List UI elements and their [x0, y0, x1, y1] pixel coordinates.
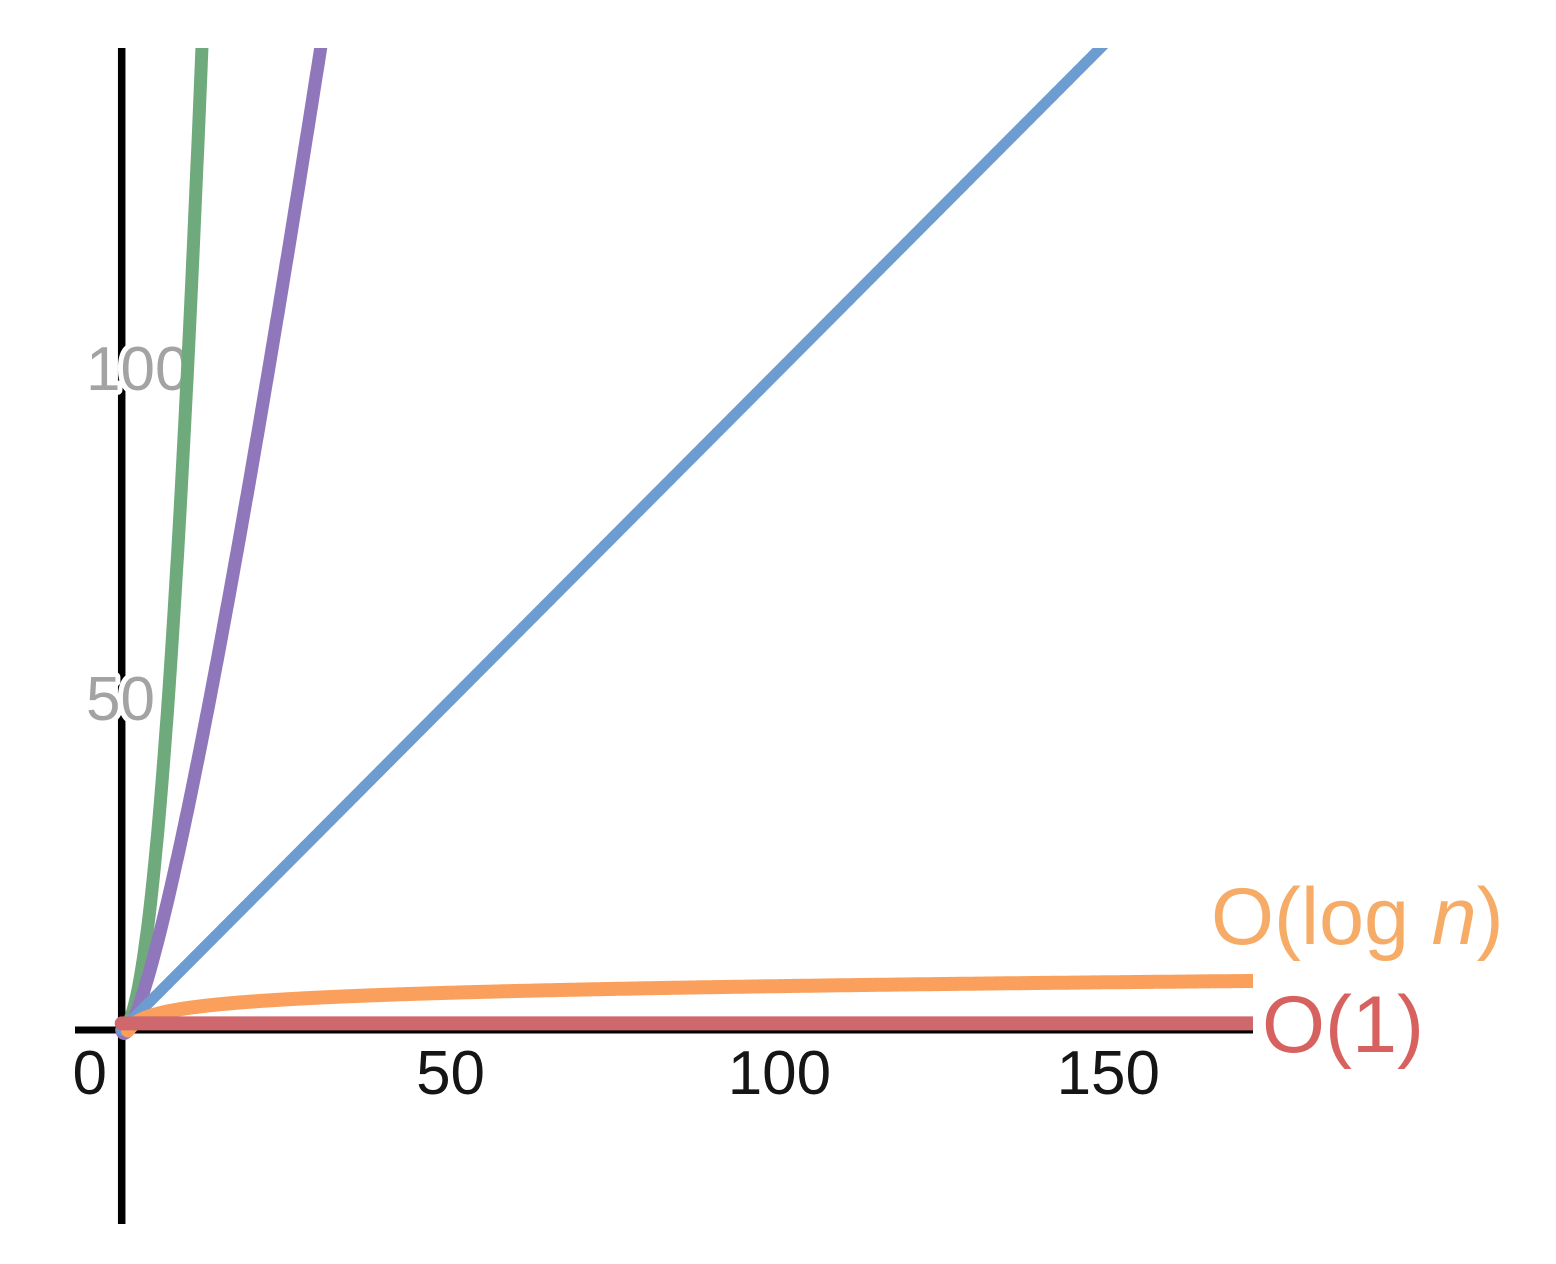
- y-tick-label-100: 100: [86, 335, 189, 404]
- curve-o-log-n: [120, 974, 1253, 1038]
- label-o-1: O(1): [1262, 980, 1424, 1070]
- x-tick-label-50: 50: [416, 1039, 485, 1108]
- x-tick-label-100: 100: [728, 1039, 831, 1108]
- y-tick-label-50: 50: [86, 665, 155, 734]
- curves-group: [114, 48, 1253, 1040]
- curve-o-n-squared: [115, 48, 209, 1037]
- curve-o-n: [116, 48, 1109, 1036]
- curve-o-n-log-n: [115, 48, 328, 1040]
- x-tick-label-0: 0: [72, 1039, 106, 1108]
- x-tick-label-150: 150: [1057, 1039, 1160, 1108]
- label-o-log-n: O(log n): [1211, 872, 1504, 962]
